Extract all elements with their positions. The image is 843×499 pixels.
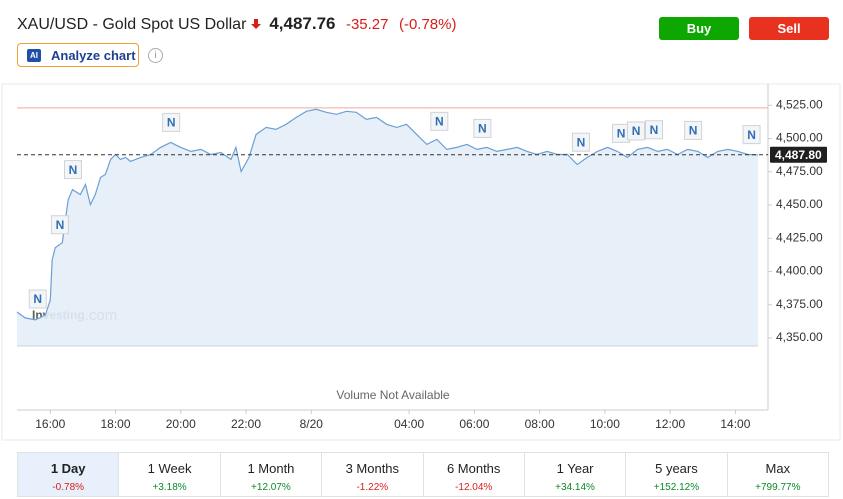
period-label: 1 Week — [147, 461, 192, 476]
period-tab[interactable]: 1 Year +34.14% — [525, 453, 627, 496]
period-label: 5 years — [655, 461, 698, 476]
info-icon[interactable]: i — [148, 48, 163, 63]
period-label: 1 Day — [50, 461, 86, 476]
period-tab[interactable]: Max +799.77% — [728, 453, 828, 496]
y-tick-label: 4,375.00 — [776, 297, 823, 311]
period-change: -1.22% — [356, 482, 389, 493]
x-tick-label: 06:00 — [459, 417, 489, 431]
news-marker-label: N — [167, 116, 176, 130]
y-tick-label: 4,400.00 — [776, 264, 823, 278]
period-tabs: 1 Day -0.78% 1 Week +3.18% 1 Month +12.07% 3 M… — [17, 452, 829, 497]
x-tick-label: 14:00 — [720, 417, 750, 431]
period-change: +799.77% — [755, 482, 801, 493]
news-marker[interactable] — [28, 289, 47, 309]
news-marker[interactable] — [63, 160, 82, 180]
period-change: +34.14% — [555, 482, 595, 493]
news-marker-label: N — [69, 163, 78, 177]
down-arrow — [250, 19, 261, 29]
news-marker[interactable] — [684, 120, 703, 140]
news-marker-label: N — [689, 124, 698, 138]
news-marker-label: N — [577, 135, 586, 149]
x-tick-label: 8/20 — [300, 417, 324, 431]
period-label: 1 Month — [247, 461, 295, 476]
y-tick-label: 4,475.00 — [776, 164, 823, 178]
chart: 4,350.00 4,375.00 4,400.00 4,425.00 4,450.00… — [1, 83, 841, 441]
news-marker[interactable] — [430, 111, 449, 131]
period-change: +12.07% — [251, 482, 291, 493]
news-marker[interactable] — [162, 112, 181, 132]
news-marker[interactable] — [50, 215, 69, 235]
news-marker-label: N — [56, 218, 65, 232]
period-label: 1 Year — [556, 461, 594, 476]
change-pct: (-0.78%) — [398, 16, 457, 33]
y-tick-label: 4,350.00 — [776, 330, 823, 344]
sell-button[interactable]: Sell — [749, 17, 829, 40]
area — [17, 109, 758, 346]
period-tab[interactable]: 1 Day -0.78% — [18, 453, 120, 496]
x-tick-label: 08:00 — [525, 417, 555, 431]
volume-note: Volume Not Available — [336, 388, 450, 402]
y-tick-label: 4,450.00 — [776, 197, 823, 211]
news-marker-label: N — [33, 292, 42, 306]
news-marker-label: N — [435, 115, 444, 129]
period-change: +152.12% — [653, 482, 700, 493]
news-marker[interactable] — [742, 125, 761, 145]
x-tick-label: 04:00 — [394, 417, 424, 431]
analyze-button[interactable]: AI Analyze chart — [17, 43, 139, 67]
news-marker[interactable] — [571, 132, 590, 152]
change: -35.27 — [345, 16, 389, 33]
x-tick-label: 12:00 — [655, 417, 685, 431]
header: XAU/USD - Gold Spot US Dollar 4,487.76 -… — [17, 14, 456, 34]
symbol-title: XAU/USD - Gold Spot US Dollar — [17, 16, 247, 33]
news-marker[interactable] — [627, 121, 646, 141]
y-tick-label: 4,500.00 — [776, 131, 823, 145]
period-change: +3.18% — [152, 482, 187, 493]
y-tick-label: 4,525.00 — [776, 97, 823, 111]
news-marker-label: N — [632, 124, 641, 138]
period-tab[interactable]: 6 Months -12.04% — [424, 453, 525, 496]
analyze-label: Analyze chart — [51, 48, 136, 63]
chart-frame — [1, 83, 841, 441]
period-tab[interactable]: 1 Month +12.07% — [221, 453, 323, 496]
period-change: -12.04% — [455, 482, 493, 493]
price-line — [16, 108, 758, 321]
price: 4,487.76 — [269, 14, 336, 33]
y-tick-label: 4,425.00 — [776, 230, 823, 244]
x-tick-label: 16:00 — [35, 417, 65, 431]
period-label: 3 Months — [345, 461, 400, 476]
x-tick-label: 10:00 — [590, 417, 620, 431]
period-label: 6 Months — [446, 461, 501, 476]
buy-button[interactable]: Buy — [659, 17, 739, 40]
news-marker[interactable] — [644, 120, 663, 140]
news-marker-label: N — [747, 128, 756, 142]
news-marker-label: N — [650, 123, 659, 137]
ai-badge: AI — [27, 49, 41, 62]
last-price-label: 4,487.80 — [775, 148, 822, 162]
news-marker-label: N — [617, 127, 626, 141]
period-tab[interactable]: 3 Months -1.22% — [322, 453, 424, 496]
news-marker-label: N — [478, 122, 487, 136]
x-tick-label: 22:00 — [231, 417, 261, 431]
period-tab[interactable]: 1 Week +3.18% — [119, 453, 221, 496]
x-tick-label: 18:00 — [101, 417, 131, 431]
period-change: -0.78% — [52, 482, 85, 493]
period-tab[interactable]: 5 years +152.12% — [626, 453, 728, 496]
x-tick-label: 20:00 — [166, 417, 196, 431]
last-price-box — [770, 146, 827, 163]
period-label: Max — [765, 461, 791, 476]
news-marker[interactable] — [473, 118, 492, 138]
